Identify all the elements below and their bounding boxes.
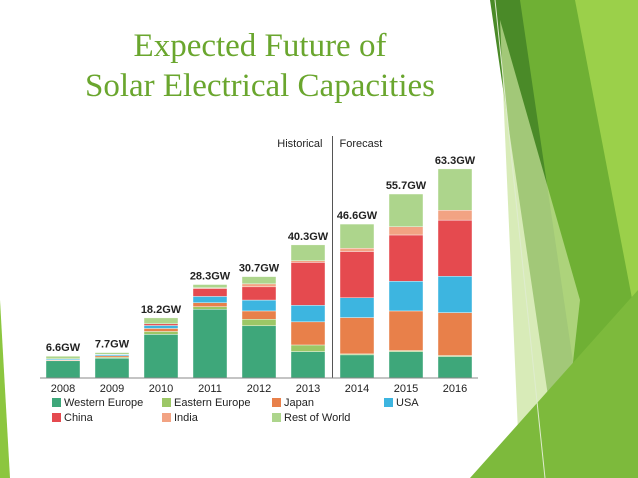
bar-2012-china: [241, 286, 277, 301]
bar-2016-india: [437, 210, 473, 221]
bar-2015-rest-of-world: [388, 193, 424, 227]
bar-2011-china: [192, 288, 228, 297]
decor-triangle-light: [575, 0, 638, 330]
bar-2014-usa: [339, 297, 375, 318]
total-label-2009: 7.7GW: [95, 339, 130, 351]
bar-2015-japan: [388, 310, 424, 351]
bars-group: [45, 168, 473, 379]
x-tick-labels: 2008 2009 2010 2011 2012 2013 2014 2015 2016: [51, 383, 467, 395]
bar-2012-japan: [241, 310, 277, 320]
bar-2008-western-europe: [45, 360, 81, 379]
bar-2016-usa: [437, 276, 473, 313]
x-tick-2013: 2013: [296, 383, 320, 395]
bar-2011-eastern-europe: [192, 306, 228, 310]
total-label-2012: 30.7GW: [239, 263, 280, 275]
x-tick-2010: 2010: [149, 383, 173, 395]
bar-2012-eastern-europe: [241, 319, 277, 327]
legend-label-india: India: [174, 412, 199, 424]
x-tick-2008: 2008: [51, 383, 75, 395]
legend-swatch-japan: [272, 398, 281, 407]
bar-2015-western-europe: [388, 351, 424, 379]
legend-swatch-eastern-europe: [162, 398, 171, 407]
bar-2010-china: [143, 323, 179, 326]
legend-label-china: China: [64, 412, 94, 424]
bar-2013-rest-of-world: [290, 244, 326, 261]
slide-title-line2: Solar Electrical Capacities: [84, 68, 435, 104]
total-labels: 6.6GW 7.7GW 18.2GW 28.3GW 30.7GW 40.3GW 46.6GW…: [46, 155, 476, 354]
bar-2015-usa: [388, 281, 424, 312]
bar-2009-western-europe: [94, 357, 130, 379]
bar-2012-western-europe: [241, 325, 277, 379]
legend-label-rest-of-world: Rest of World: [284, 412, 350, 424]
bar-2012-usa: [241, 299, 277, 312]
x-tick-2011: 2011: [198, 383, 222, 395]
legend-swatch-rest-of-world: [272, 413, 281, 422]
total-label-2016: 63.3GW: [435, 155, 476, 167]
slide-title-line1: Expected Future of: [133, 28, 387, 64]
bar-2014-rest-of-world: [339, 223, 375, 249]
x-tick-2012: 2012: [247, 383, 271, 395]
bar-2015-india: [388, 226, 424, 236]
legend-label-usa: USA: [396, 397, 419, 409]
forecast-label: Forecast: [340, 138, 383, 150]
bar-2014-western-europe: [339, 354, 375, 379]
bar-2012-rest-of-world: [241, 276, 277, 285]
bar-2012-india: [241, 283, 277, 288]
total-label-2008: 6.6GW: [46, 342, 81, 354]
bar-2010-western-europe: [143, 334, 179, 379]
bar-2016-japan: [437, 312, 473, 356]
bar-2016-china: [437, 219, 473, 277]
decor-triangle-pale: [500, 20, 580, 478]
bar-2016-rest-of-world: [437, 168, 473, 211]
legend-label-western-europe: Western Europe: [64, 397, 143, 409]
x-tick-2009: 2009: [100, 383, 124, 395]
bar-2011-rest-of-world: [192, 284, 228, 289]
legend-swatch-china: [52, 413, 61, 422]
bar-2013-eastern-europe: [290, 344, 326, 352]
bar-2013-usa: [290, 305, 326, 323]
bar-2013-western-europe: [290, 351, 326, 379]
bar-2010-rest-of-world: [143, 317, 179, 325]
decor-line: [494, 0, 546, 478]
legend-swatch-usa: [384, 398, 393, 407]
bar-2014-india: [339, 247, 375, 252]
bar-2010-japan: [143, 328, 179, 332]
bar-2013-china: [290, 262, 326, 306]
legend-swatch-india: [162, 413, 171, 422]
bar-2013-india: [290, 260, 326, 263]
bar-2011-usa: [192, 296, 228, 303]
x-tick-2015: 2015: [394, 383, 418, 395]
legend-label-eastern-europe: Eastern Europe: [174, 397, 250, 409]
bar-2010-usa: [143, 325, 179, 329]
decor-triangle-left: [0, 300, 10, 478]
total-label-2014: 46.6GW: [337, 210, 378, 222]
x-tick-2016: 2016: [443, 383, 467, 395]
total-label-2011: 28.3GW: [190, 271, 231, 283]
slide-title: Expected Future of Solar Electrical Capa…: [0, 26, 520, 106]
bar-2016-western-europe: [437, 356, 473, 379]
legend: Western Europe Eastern Europe Japan USA Chin…: [52, 397, 419, 424]
total-label-2010: 18.2GW: [141, 304, 182, 316]
historical-label: Historical: [277, 138, 322, 150]
total-label-2013: 40.3GW: [288, 231, 329, 243]
decor-triangle-bottom: [470, 290, 638, 478]
bar-2014-china: [339, 251, 375, 298]
legend-swatch-western-europe: [52, 398, 61, 407]
bar-2009-rest-of-world: [94, 352, 130, 355]
legend-label-japan: Japan: [284, 397, 314, 409]
bar-2015-china: [388, 234, 424, 282]
bar-2011-japan: [192, 302, 228, 307]
bar-2008-rest-of-world: [45, 356, 81, 360]
bar-2011-western-europe: [192, 309, 228, 379]
bar-2014-japan: [339, 317, 375, 355]
x-tick-2014: 2014: [345, 383, 369, 395]
total-label-2015: 55.7GW: [386, 180, 427, 192]
bar-2013-japan: [290, 321, 326, 346]
bar-2010-eastern-europe: [143, 331, 179, 335]
